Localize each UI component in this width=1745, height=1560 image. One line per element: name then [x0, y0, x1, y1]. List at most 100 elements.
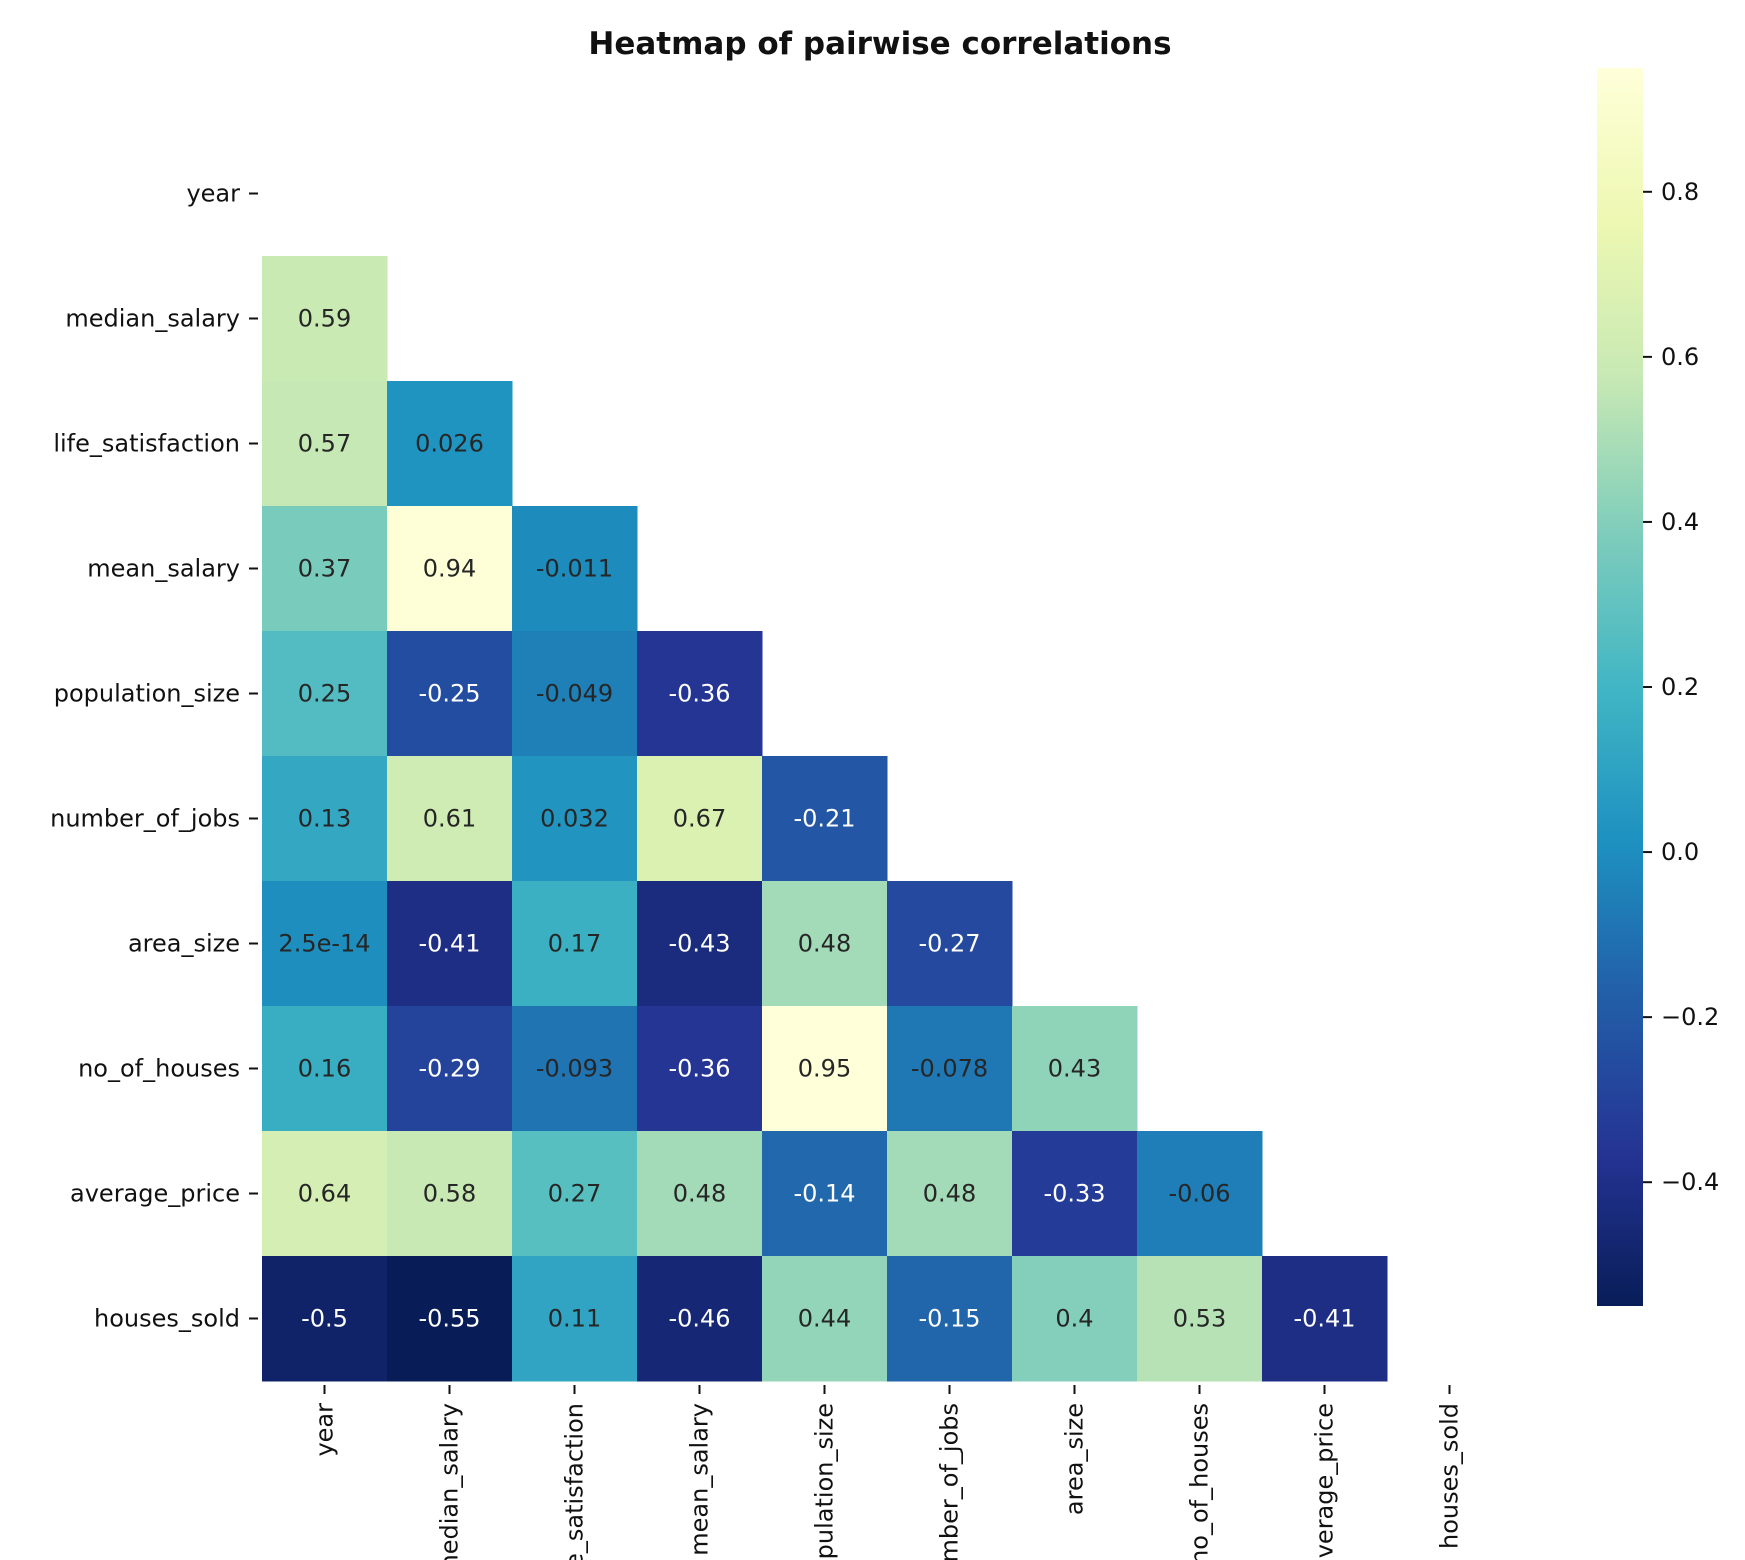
heatmap-cell-label: -0.29: [418, 1055, 480, 1083]
heatmap-cell-number_of_jobs-life_satisfaction: [512, 756, 638, 882]
heatmap-cell-no_of_houses-life_satisfaction: [512, 1006, 638, 1132]
heatmap-cell-average_price-year: [262, 1131, 388, 1257]
x-tick-label-number_of_jobs: number_of_jobs: [936, 1403, 964, 1560]
heatmap-cell-average_price-no_of_houses: [1137, 1131, 1263, 1257]
chart-title: Heatmap of pairwise correlations: [588, 26, 1171, 62]
heatmap-cell-area_size-median_salary: [387, 881, 513, 1007]
heatmap-cell-label: 0.67: [673, 805, 726, 833]
heatmap-cell-no_of_houses-area_size: [1012, 1006, 1138, 1132]
heatmap-cell-houses_sold-number_of_jobs: [887, 1256, 1013, 1382]
heatmap-cell-label: -0.27: [918, 930, 980, 958]
y-tick-label-year: year: [186, 180, 240, 208]
heatmap-cell-houses_sold-mean_salary: [637, 1256, 763, 1382]
heatmap-cell-label: -0.093: [536, 1055, 613, 1083]
heatmap-cell-houses_sold-no_of_houses: [1137, 1256, 1263, 1382]
heatmap-cell-mean_salary-year: [262, 506, 388, 632]
colorbar-gradient: [1597, 68, 1643, 1306]
y-tick-label-number_of_jobs: number_of_jobs: [50, 805, 240, 833]
heatmap-cell-label: 0.17: [548, 930, 601, 958]
colorbar-tick-label: 0.0: [1661, 838, 1699, 866]
x-axis-labels: year median_salary life_satisfaction mean_s…: [311, 1385, 1464, 1560]
heatmap-cell-number_of_jobs-population_size: [762, 756, 888, 882]
heatmap-cell-label: -0.15: [918, 1305, 980, 1333]
heatmap-cell-area_size-life_satisfaction: [512, 881, 638, 1007]
heatmap-cell-area_size-number_of_jobs: [887, 881, 1013, 1007]
heatmap-cell-label: -0.55: [418, 1305, 480, 1333]
colorbar-tick-label: 0.4: [1661, 508, 1699, 536]
heatmap-cell-number_of_jobs-mean_salary: [637, 756, 763, 882]
heatmap-cell-label: 0.27: [548, 1180, 601, 1208]
y-tick-label-area_size: area_size: [128, 930, 240, 958]
heatmap-cell-label: -0.14: [793, 1180, 855, 1208]
heatmap-cell-no_of_houses-year: [262, 1006, 388, 1132]
y-tick-label-median_salary: median_salary: [65, 305, 240, 333]
heatmap-cell-label: 0.16: [298, 1055, 351, 1083]
heatmap-cell-population_size-median_salary: [387, 631, 513, 757]
heatmap-cell-label: -0.011: [536, 555, 613, 583]
heatmap-cells: 0.59 0.57 0.026 0.37 0.94 -0.011 0.25 -0.25 -0.0…: [262, 256, 1388, 1382]
heatmap-cell-label: 0.48: [673, 1180, 726, 1208]
x-tick-label-year: year: [311, 1403, 339, 1457]
heatmap-cell-houses_sold-median_salary: [387, 1256, 513, 1382]
colorbar-tick-label: 0.8: [1661, 178, 1699, 206]
heatmap-cell-label: -0.5: [301, 1305, 348, 1333]
x-tick-label-houses_sold: houses_sold: [1436, 1403, 1464, 1549]
heatmap-cell-label: 0.43: [1048, 1055, 1101, 1083]
heatmap-cell-label: 0.64: [298, 1180, 351, 1208]
heatmap-cell-label: 0.61: [423, 805, 476, 833]
heatmap-cell-mean_salary-life_satisfaction: [512, 506, 638, 632]
heatmap-cell-area_size-mean_salary: [637, 881, 763, 1007]
heatmap-cell-label: 0.032: [540, 805, 609, 833]
y-axis-labels: year median_salary life_satisfaction mean_s…: [50, 180, 258, 1333]
y-tick-label-houses_sold: houses_sold: [94, 1305, 240, 1333]
heatmap-cell-label: 2.5e-14: [278, 930, 370, 958]
heatmap-cell-label: -0.36: [668, 680, 730, 708]
heatmap-cell-label: -0.21: [793, 805, 855, 833]
heatmap-cell-area_size-population_size: [762, 881, 888, 1007]
heatmap-cell-houses_sold-life_satisfaction: [512, 1256, 638, 1382]
y-tick-label-average_price: average_price: [70, 1180, 240, 1208]
heatmap-cell-label: 0.026: [415, 430, 484, 458]
heatmap-cell-label: 0.11: [548, 1305, 601, 1333]
heatmap-cell-number_of_jobs-year: [262, 756, 388, 882]
heatmap-cell-label: -0.078: [911, 1055, 988, 1083]
colorbar-tick-label: 0.2: [1661, 673, 1699, 701]
heatmap-cell-label: 0.25: [298, 680, 351, 708]
heatmap-cell-label: -0.46: [668, 1305, 730, 1333]
heatmap-cell-label: 0.95: [798, 1055, 851, 1083]
heatmap-cell-number_of_jobs-median_salary: [387, 756, 513, 882]
heatmap-cell-label: 0.58: [423, 1180, 476, 1208]
colorbar-tick-label: −0.2: [1661, 1003, 1719, 1031]
y-tick-label-no_of_houses: no_of_houses: [78, 1055, 240, 1083]
x-tick-label-life_satisfaction: life_satisfaction: [561, 1403, 589, 1560]
heatmap-cell-label: -0.049: [536, 680, 613, 708]
heatmap-cell-label: -0.33: [1043, 1180, 1105, 1208]
x-tick-label-population_size: population_size: [811, 1403, 839, 1560]
heatmap-cell-area_size-year: [262, 881, 388, 1007]
heatmap-cell-label: -0.41: [418, 930, 480, 958]
heatmap-cell-houses_sold-year: [262, 1256, 388, 1382]
x-tick-label-mean_salary: mean_salary: [686, 1403, 714, 1556]
heatmap-cell-average_price-life_satisfaction: [512, 1131, 638, 1257]
heatmap-cell-population_size-life_satisfaction: [512, 631, 638, 757]
heatmap-cell-label: -0.06: [1168, 1180, 1230, 1208]
heatmap-cell-no_of_houses-median_salary: [387, 1006, 513, 1132]
heatmap-cell-label: 0.44: [798, 1305, 851, 1333]
heatmap-cell-label: 0.48: [798, 930, 851, 958]
heatmap-cell-life_satisfaction-year: [262, 381, 388, 507]
heatmap-cell-average_price-population_size: [762, 1131, 888, 1257]
heatmap-cell-label: -0.41: [1293, 1305, 1355, 1333]
heatmap-cell-average_price-mean_salary: [637, 1131, 763, 1257]
colorbar: −0.4 −0.2 0.0 0.2 0.4 0.6 0.8: [1597, 68, 1719, 1306]
heatmap-cell-population_size-year: [262, 631, 388, 757]
heatmap-cell-label: -0.43: [668, 930, 730, 958]
x-tick-label-area_size: area_size: [1061, 1403, 1089, 1515]
heatmap-cell-houses_sold-population_size: [762, 1256, 888, 1382]
heatmap-cell-population_size-mean_salary: [637, 631, 763, 757]
heatmap-cell-label: 0.37: [298, 555, 351, 583]
heatmap-cell-label: 0.48: [923, 1180, 976, 1208]
heatmap-cell-average_price-median_salary: [387, 1131, 513, 1257]
heatmap-cell-average_price-area_size: [1012, 1131, 1138, 1257]
x-tick-label-no_of_houses: no_of_houses: [1186, 1403, 1214, 1560]
heatmap-cell-life_satisfaction-median_salary: [387, 381, 513, 507]
